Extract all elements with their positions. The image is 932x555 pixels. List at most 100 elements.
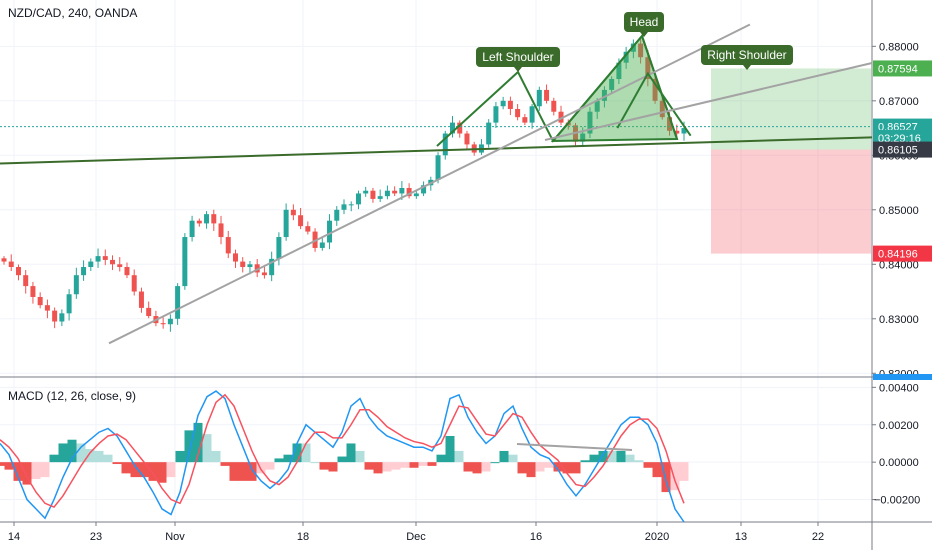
annotation-left-shoulder-bg	[476, 47, 560, 67]
x-tick-label: 23	[90, 531, 102, 543]
candle-body	[73, 275, 79, 295]
y-tick-label: 0.85000	[879, 205, 919, 217]
candle-body	[558, 111, 564, 123]
candle-body	[247, 264, 253, 268]
macd-histogram-bar	[553, 462, 563, 472]
macd-histogram-bar	[229, 462, 239, 481]
macd-histogram-bar	[643, 462, 653, 468]
candle-body	[399, 188, 405, 194]
macd-histogram-bar	[301, 443, 311, 463]
candle-body	[283, 209, 289, 238]
candle-body	[81, 267, 87, 276]
signal-line	[0, 393, 685, 508]
macd-histogram-bar	[562, 462, 572, 474]
macd-histogram-bar	[481, 462, 491, 472]
candle-body	[377, 196, 383, 199]
macd-y-tick-label: −0.00200	[874, 495, 920, 507]
candle-body	[131, 275, 137, 292]
head-and-shoulders-outline	[436, 34, 678, 147]
macd-histogram-bar	[472, 462, 482, 474]
macd-histogram-bar	[409, 462, 419, 468]
macd-histogram-bar	[508, 454, 518, 463]
macd-histogram-bar	[85, 449, 95, 463]
candle-body	[616, 62, 622, 80]
macd-histogram-bar	[157, 462, 167, 483]
macd-histogram-bar	[355, 450, 365, 463]
macd-histogram-bar	[634, 460, 644, 463]
candle-body	[124, 267, 130, 276]
macd-histogram-bar	[67, 439, 77, 463]
macd-histogram-bar	[58, 443, 68, 463]
candle-body	[413, 193, 419, 197]
candle-body	[95, 256, 101, 262]
macd-histogram-bar	[607, 450, 617, 463]
candle-body	[450, 122, 456, 134]
macd-y-tick-label: 0.00400	[879, 382, 919, 394]
macd-histogram-bar	[625, 454, 635, 463]
candle-body	[175, 286, 181, 319]
candle-body	[189, 220, 195, 238]
candle-body	[30, 286, 36, 297]
macd-histogram-bar	[319, 462, 329, 470]
macd-histogram-bar	[310, 462, 320, 464]
candle-body	[464, 133, 470, 145]
x-tick-label: Dec	[406, 531, 426, 543]
candle-body	[667, 117, 673, 131]
macd-histogram-bar	[418, 462, 428, 466]
macd-histogram-bar	[526, 462, 536, 478]
candle-body	[355, 193, 361, 205]
macd-histogram-bar	[139, 462, 149, 478]
rising-trendline	[108, 23, 751, 345]
price-label-bg	[873, 245, 932, 262]
macd-histogram-bar	[535, 462, 545, 472]
candle-body	[515, 108, 521, 118]
candle-body	[305, 226, 311, 232]
candle-body	[392, 190, 398, 194]
macd-histogram-bar	[175, 450, 185, 463]
candles	[1, 38, 687, 332]
candle-body	[298, 215, 304, 227]
candle-body	[384, 190, 390, 197]
macd-histogram-bar	[346, 443, 356, 463]
chart-title: NZD/CAD, 240, OANDA	[8, 6, 138, 20]
candle-body	[160, 323, 166, 325]
macd-histogram-bar	[0, 462, 5, 466]
candle-body	[674, 130, 680, 134]
candle-body	[522, 117, 528, 123]
price-label: 0.86105	[878, 145, 918, 157]
macd-histogram-bar	[103, 454, 113, 463]
candle-body	[341, 204, 347, 210]
candle-body	[44, 305, 50, 311]
candle-body	[240, 261, 246, 268]
macd-histogram-bar	[76, 443, 86, 463]
candle-body	[146, 307, 152, 317]
candle-body	[319, 242, 325, 248]
macd-histogram-bar	[436, 454, 446, 463]
candle-body	[500, 100, 506, 107]
macd-histogram-bar	[400, 462, 410, 468]
y-tick-label: 0.83000	[879, 314, 919, 326]
candle-body	[138, 291, 144, 308]
candle-body	[88, 261, 94, 268]
annotation-head: Head	[630, 15, 659, 29]
candle-body	[638, 43, 644, 58]
macd-histogram-bar	[454, 450, 464, 463]
candle-body	[529, 106, 535, 123]
candle-body	[66, 294, 72, 314]
macd-y-tick-label: 0.00200	[879, 420, 919, 432]
macd-histogram-bar	[670, 462, 680, 491]
macd-histogram-bar	[391, 462, 401, 470]
candle-body	[507, 100, 513, 109]
pattern-lines: Head Left Shoulder Right Shoulder	[0, 12, 873, 345]
candle-body	[261, 272, 267, 276]
macd-value-marker	[873, 374, 932, 380]
candle-body	[580, 133, 586, 142]
candle-body	[601, 89, 607, 101]
candle-body	[167, 318, 173, 325]
macd-histogram-bar	[121, 462, 131, 474]
macd-histogram-bar	[598, 450, 608, 463]
candle-body	[652, 79, 658, 101]
price-label-bg	[873, 60, 932, 77]
